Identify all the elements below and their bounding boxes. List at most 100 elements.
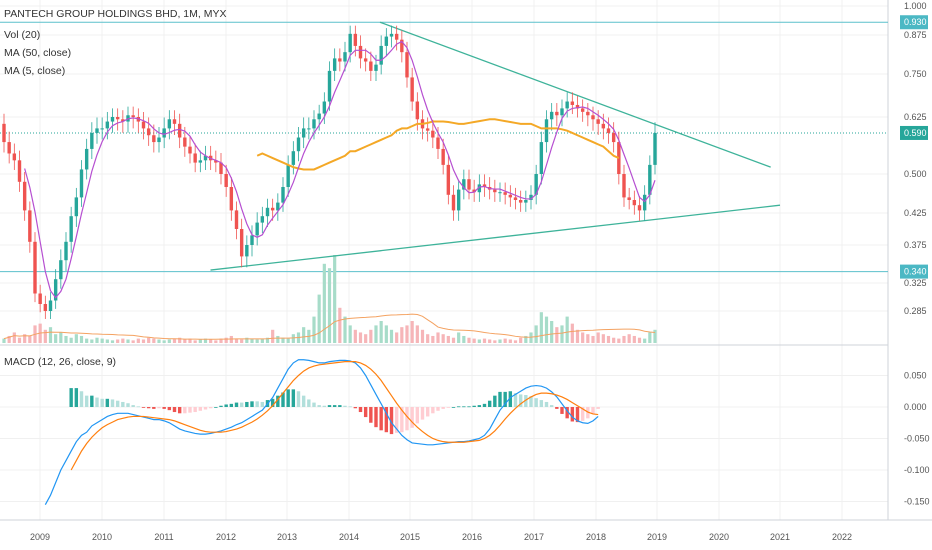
volume-bar [446,335,450,343]
candle-body [291,151,296,165]
macd-histogram-bar [234,402,239,407]
macd-histogram-bar [332,405,337,407]
candle-body [332,58,337,71]
macd-histogram-bar [136,406,141,408]
volume-bar [591,335,595,343]
volume-bar [224,337,228,343]
macd-histogram-bar [276,395,280,407]
volume-bar [513,340,518,343]
candle-body [642,194,647,211]
macd-histogram-bar [307,399,311,407]
price-tick-label: 0.875 [904,30,927,40]
candle-body [467,179,471,190]
volume-bar [400,327,404,343]
volume-bar [462,335,466,343]
candle-body [575,104,580,109]
candle-body [255,222,259,236]
macd-histogram-bar [115,400,120,407]
volume-bar [482,338,487,343]
candle-body [312,119,316,129]
candle-body [43,304,48,311]
candle-body [534,174,538,195]
macd-histogram-bar [255,401,259,407]
year-tick-label: 2022 [832,532,852,542]
candle-body [131,115,135,117]
candle-body [431,130,435,138]
macd-histogram-bar [472,405,476,407]
candle-body [105,121,110,129]
volume-bar [420,329,425,343]
candle-body [307,128,311,130]
candle-body [12,153,17,161]
macd-histogram-bar [121,401,125,407]
macd-histogram-bar [394,407,399,433]
price-tick-label: 0.285 [904,306,927,316]
volume-bar [59,332,63,343]
candle-body [549,111,554,120]
candle-body [327,70,332,102]
price-tag-label: 0.930 [904,17,927,27]
macd-tick-label: -0.050 [904,434,930,444]
macd-histogram-bar [327,405,332,407]
candle-body [301,128,306,138]
macd-histogram-bar [322,405,327,407]
macd-histogram-bar [575,407,580,423]
volume-bar [312,316,316,343]
candle-body [214,160,218,163]
volume-bar [157,339,161,343]
macd-histogram-bar [591,407,595,414]
candle-body [524,200,528,203]
ma5-line [24,40,656,299]
macd-histogram-bar [224,404,228,407]
macd-histogram-bar [100,398,104,407]
candle-body [348,33,352,53]
macd-histogram-bar [193,407,197,413]
volume-bar [389,329,394,343]
macd-histogram-bar [363,407,368,418]
volume-bar [193,340,197,343]
macd-histogram-bar [239,402,244,407]
price-tick-label: 0.325 [904,278,927,288]
macd-histogram-bar [358,407,363,413]
candle-body [69,216,73,242]
volume-bar [281,337,285,343]
candle-body [518,200,523,203]
candle-body [586,111,590,116]
volume-bar [229,335,233,343]
volume-bar [374,325,378,343]
volume-bar [493,340,497,343]
macd-histogram-bar [596,407,600,409]
volume-bar [637,337,642,343]
candle-body [493,189,497,193]
macd-histogram-bar [410,407,414,428]
volume-bar [85,338,89,343]
volume-bar [415,325,419,343]
macd-histogram-bar [203,407,208,410]
candle-body [234,210,239,229]
volume-bar [152,338,156,343]
macd-histogram-bar [369,407,373,423]
volume-bar [524,335,528,343]
macd-histogram-bar [183,407,187,414]
candle-body [358,45,363,59]
symbol-title: PANTECH GROUP HOLDINGS BHD, 1M, MYX [4,8,227,20]
macd-histogram-bar [95,397,99,407]
candle-body [100,128,104,130]
volume-bar [141,339,146,343]
candle-body [477,184,482,193]
macd-histogram-bar [260,401,265,407]
volume-bar [353,329,357,343]
candle-body [441,148,445,165]
volume-bar [529,332,533,343]
volume-bar [136,338,140,343]
macd-histogram-bar [549,405,554,407]
price-tag-bg [900,125,928,140]
candle-body [503,192,507,195]
macd-histogram-bar [270,398,275,407]
macd-histogram-bar [69,388,73,407]
candle-body [95,128,99,133]
volume-bar [69,337,73,343]
price-tick-label: 0.625 [904,112,927,122]
volume-bar [95,337,99,343]
